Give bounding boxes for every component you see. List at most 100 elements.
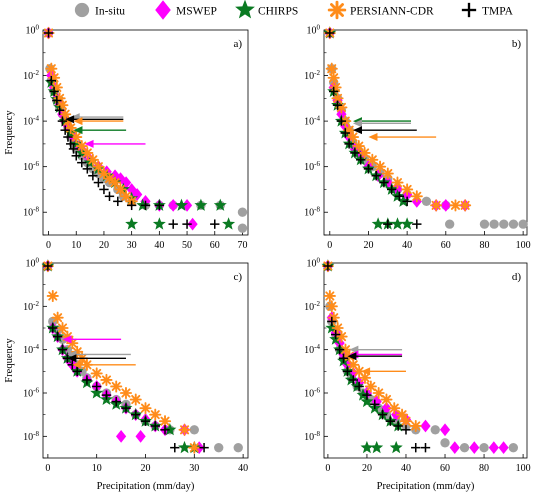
data-point-mswep (498, 441, 509, 455)
y-tick-label: 100 (307, 24, 321, 37)
x-tick-label: 80 (479, 463, 489, 474)
data-point-persiann-cdr (430, 199, 443, 212)
data-point-in-situ (489, 219, 499, 229)
data-point-tmpa (49, 86, 59, 97)
data-point-persiann-cdr (346, 130, 360, 144)
arrowhead (67, 354, 77, 363)
y-tick-label: 10-2 (304, 69, 320, 82)
data-point-in-situ (508, 219, 519, 229)
data-point-persiann-cdr (75, 140, 88, 153)
data-point-in-situ (237, 223, 248, 233)
arrowhead (72, 360, 82, 369)
plot-frame (323, 262, 528, 459)
data-point-persiann-cdr (391, 176, 404, 189)
y-tick-label: 10-6 (23, 160, 39, 173)
legend-marker-chirps (235, 0, 255, 19)
y-tick-label: 10-6 (23, 387, 39, 400)
data-point-tmpa (99, 184, 109, 195)
data-point-chirps (90, 386, 104, 399)
data-point-tmpa (60, 125, 70, 135)
plot-frame (323, 29, 528, 236)
data-point-tmpa (88, 171, 98, 181)
x-tick-label: 60 (210, 240, 220, 251)
data-point-tmpa (160, 425, 170, 435)
y-tick-label: 10-4 (304, 115, 320, 128)
data-point-mswep (381, 401, 392, 415)
data-point-tmpa (140, 416, 151, 426)
data-point-tmpa (43, 261, 53, 271)
data-point-in-situ (508, 442, 519, 453)
data-point-chirps (360, 394, 374, 408)
data-point-tmpa (350, 148, 360, 158)
data-point-mswep (488, 441, 499, 455)
data-point-chirps (325, 321, 339, 334)
data-point-tmpa (340, 128, 350, 138)
y-tick-label: 100 (26, 24, 40, 37)
data-point-persiann-cdr (92, 160, 105, 173)
panel-label: d) (512, 271, 522, 283)
data-point-mswep (187, 217, 198, 231)
x-tick-label: 40 (154, 240, 164, 251)
data-point-mswep (449, 441, 460, 455)
data-point-persiann-cdr (103, 172, 116, 185)
data-point-chirps (163, 423, 177, 436)
data-point-tmpa (325, 28, 335, 38)
data-point-in-situ (421, 196, 432, 207)
data-point-tmpa (338, 353, 349, 363)
data-point-tmpa (411, 442, 421, 453)
data-point-tmpa (131, 409, 141, 420)
data-point-tmpa (168, 219, 178, 229)
data-point-tmpa (199, 442, 209, 453)
data-point-persiann-cdr (372, 386, 385, 400)
x-tick-label: 0 (325, 463, 330, 474)
panel-d: 100 10-2 10-4 10-6 10-8 0 20 40 60 80 100 d) Precipi… (304, 257, 530, 493)
data-point-persiann-cdr (449, 199, 462, 212)
x-tick-label: 100 (516, 463, 531, 474)
legend-marker-tmpa (461, 2, 477, 18)
data-point-persiann-cdr (51, 311, 64, 324)
data-point-persiann-cdr (129, 393, 142, 406)
data-point-tmpa (170, 442, 180, 453)
data-point-tmpa (327, 316, 337, 327)
y-axis-label: Frequency (4, 110, 15, 155)
data-point-chirps (389, 440, 403, 454)
data-point-tmpa (72, 366, 82, 377)
data-point-tmpa (385, 416, 396, 426)
data-point-persiann-cdr (45, 62, 58, 75)
data-point-tmpa (342, 366, 353, 377)
data-point-in-situ (430, 425, 440, 435)
y-axis-label: Frequency (4, 338, 15, 383)
data-point-tmpa (402, 196, 412, 207)
x-tick-label: 0 (45, 463, 50, 474)
data-point-persiann-cdr (114, 183, 127, 196)
data-point-tmpa (126, 200, 137, 211)
data-point-tmpa (210, 219, 220, 229)
data-point-tmpa (370, 399, 380, 410)
data-point-chirps (194, 198, 208, 211)
data-point-in-situ (479, 219, 490, 229)
data-point-chirps (213, 198, 227, 211)
data-point-in-situ (233, 442, 243, 453)
data-point-chirps (370, 440, 384, 454)
arrowhead (84, 139, 94, 148)
data-point-tmpa (344, 139, 354, 149)
arrowhead (73, 126, 83, 135)
data-point-persiann-cdr (381, 167, 394, 180)
data-point-persiann-cdr (327, 71, 340, 84)
data-point-persiann-cdr (374, 160, 387, 173)
data-point-mswep (348, 367, 359, 380)
data-point-tmpa (92, 381, 102, 392)
arrowhead (368, 133, 378, 142)
data-point-tmpa (54, 105, 65, 115)
data-point-persiann-cdr (366, 153, 379, 166)
arrowhead (62, 335, 72, 344)
panel-label: b) (512, 38, 522, 50)
data-point-tmpa (154, 200, 165, 211)
legend-marker-in-situ (74, 2, 90, 18)
data-point-persiann-cdr (396, 408, 409, 421)
data-point-in-situ (499, 219, 509, 229)
data-point-tmpa (101, 390, 112, 400)
y-tick-label: 10-8 (23, 430, 39, 443)
data-point-tmpa (393, 421, 403, 431)
data-point-persiann-cdr (380, 393, 393, 406)
